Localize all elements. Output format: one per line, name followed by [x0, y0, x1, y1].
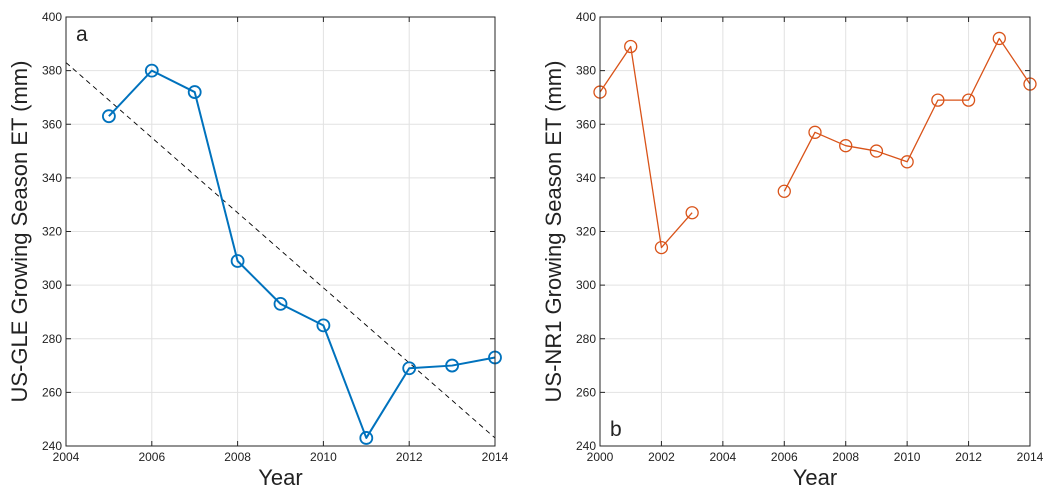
- series-line: [108, 69, 496, 439]
- x-tick-label: 2014: [1017, 450, 1044, 464]
- data-point: [961, 93, 976, 107]
- panel-label: b: [610, 418, 622, 441]
- data-point: [931, 93, 945, 107]
- data-point: [230, 254, 245, 268]
- data-point: [445, 358, 460, 373]
- x-axis-title: Year: [793, 465, 837, 486]
- y-tick-label: 320: [42, 225, 62, 239]
- data-point: [316, 318, 331, 333]
- data-point: [359, 431, 374, 445]
- y-tick-label: 360: [42, 117, 62, 131]
- y-tick-label: 400: [576, 10, 596, 24]
- panel-b: 2000 2002 2004 2006 2008 2010 2012 2014 240 260 28…: [541, 10, 1044, 486]
- data-point: [808, 125, 822, 139]
- y-tick-label: 380: [576, 64, 596, 78]
- x-axis-title: Year: [258, 465, 302, 486]
- x-tick-label: 2002: [648, 450, 675, 464]
- y-tick-label: 360: [576, 117, 596, 131]
- y-tick-label: 400: [42, 10, 62, 24]
- y-axis-title: US-GLE Growing Season ET (mm): [7, 61, 32, 403]
- data-point: [839, 139, 853, 153]
- y-tick-label: 240: [576, 439, 596, 453]
- y-tick-label: 280: [42, 332, 62, 346]
- y-tick-label: 300: [576, 278, 596, 292]
- data-point: [777, 184, 791, 198]
- data-point: [402, 361, 417, 376]
- data-point: [992, 31, 1006, 46]
- y-tick-label: 300: [42, 278, 62, 292]
- x-tick-label: 2000: [587, 450, 614, 464]
- x-tick-label: 2008: [224, 450, 251, 464]
- x-tick-label: 2014: [482, 450, 509, 464]
- y-tick-label: 260: [576, 385, 596, 399]
- data-point: [654, 240, 669, 255]
- y-tick-label: 260: [42, 385, 62, 399]
- x-tick-label: 2010: [310, 450, 337, 464]
- x-tick-label: 2006: [138, 450, 165, 464]
- y-tick-label: 280: [576, 332, 596, 346]
- data-point: [900, 155, 914, 169]
- data-point: [144, 63, 159, 78]
- series-line: [599, 45, 693, 249]
- y-tick-label: 340: [42, 171, 62, 185]
- data-point: [102, 109, 116, 124]
- panel-label: a: [76, 23, 88, 46]
- x-tick-label: 2006: [771, 450, 798, 464]
- data-point: [273, 296, 288, 311]
- panel-a: 2004 2006 2008 2010 2012 2014 240 260 280 300 320 3…: [7, 10, 509, 486]
- x-tick-label: 2004: [710, 450, 737, 464]
- x-tick-label: 2012: [955, 450, 982, 464]
- x-tick-label: 2008: [832, 450, 859, 464]
- data-point: [624, 39, 638, 54]
- y-tick-label: 340: [576, 171, 596, 185]
- data-point: [187, 85, 202, 99]
- y-axis-title: US-NR1 Growing Season ET (mm): [541, 61, 566, 403]
- x-tick-label: 2012: [396, 450, 423, 464]
- y-tick-label: 380: [42, 64, 62, 78]
- y-tick-label: 320: [576, 225, 596, 239]
- x-tick-label: 2004: [53, 450, 80, 464]
- data-point: [685, 206, 699, 220]
- x-tick-label: 2010: [894, 450, 921, 464]
- series-line: [783, 37, 1031, 192]
- data-point: [869, 144, 884, 158]
- y-tick-label: 240: [42, 439, 62, 453]
